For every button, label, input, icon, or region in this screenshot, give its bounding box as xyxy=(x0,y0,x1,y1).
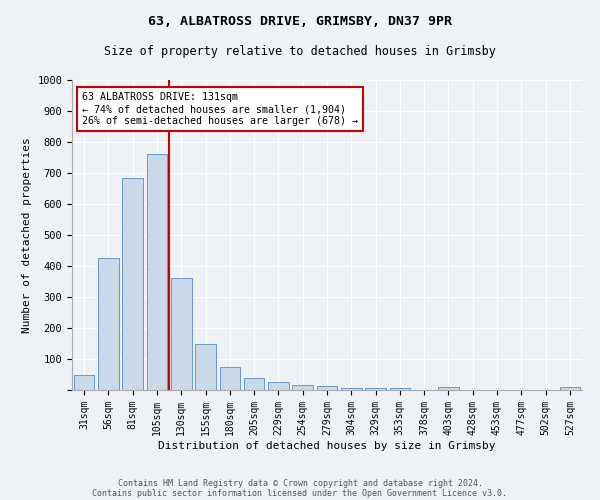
Bar xyxy=(195,344,216,390)
Bar xyxy=(122,178,143,390)
Bar xyxy=(220,368,240,390)
Text: Contains public sector information licensed under the Open Government Licence v3: Contains public sector information licen… xyxy=(92,488,508,498)
Text: Size of property relative to detached houses in Grimsby: Size of property relative to detached ho… xyxy=(104,45,496,58)
Bar xyxy=(438,387,459,390)
Bar xyxy=(244,378,265,390)
Text: 63 ALBATROSS DRIVE: 131sqm
← 74% of detached houses are smaller (1,904)
26% of s: 63 ALBATROSS DRIVE: 131sqm ← 74% of deta… xyxy=(82,92,358,126)
Bar xyxy=(98,258,119,390)
Y-axis label: Number of detached properties: Number of detached properties xyxy=(22,137,32,333)
Bar xyxy=(365,388,386,390)
Bar xyxy=(171,278,191,390)
Bar xyxy=(74,374,94,390)
Bar xyxy=(560,387,580,390)
Bar xyxy=(146,154,167,390)
Bar xyxy=(389,388,410,390)
Text: 63, ALBATROSS DRIVE, GRIMSBY, DN37 9PR: 63, ALBATROSS DRIVE, GRIMSBY, DN37 9PR xyxy=(148,15,452,28)
X-axis label: Distribution of detached houses by size in Grimsby: Distribution of detached houses by size … xyxy=(158,440,496,450)
Bar xyxy=(341,388,362,390)
Text: Contains HM Land Registry data © Crown copyright and database right 2024.: Contains HM Land Registry data © Crown c… xyxy=(118,478,482,488)
Bar xyxy=(268,382,289,390)
Bar xyxy=(292,386,313,390)
Bar xyxy=(317,386,337,390)
